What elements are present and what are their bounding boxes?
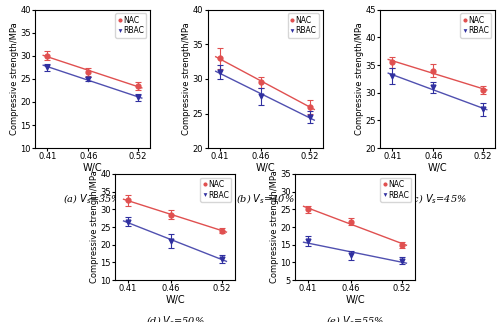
X-axis label: W/C: W/C [255, 163, 275, 173]
X-axis label: W/C: W/C [428, 163, 448, 173]
Legend: NAC, RBAC: NAC, RBAC [116, 14, 146, 38]
Text: (d) $V_s$=50%: (d) $V_s$=50% [146, 314, 204, 322]
Text: (c) $V_s$=45%: (c) $V_s$=45% [408, 193, 467, 206]
Y-axis label: Compressive strength/MPa: Compressive strength/MPa [270, 171, 279, 283]
Legend: NAC, RBAC: NAC, RBAC [288, 14, 318, 38]
Y-axis label: Compressive strength/MPa: Compressive strength/MPa [182, 23, 192, 135]
X-axis label: W/C: W/C [165, 295, 185, 305]
Text: (b) $V_s$=40%: (b) $V_s$=40% [236, 193, 294, 206]
Legend: NAC, RBAC: NAC, RBAC [460, 14, 491, 38]
Legend: NAC, RBAC: NAC, RBAC [200, 178, 231, 202]
Text: (a) $V_s$=35%: (a) $V_s$=35% [64, 193, 122, 206]
Text: (e) $V_s$=55%: (e) $V_s$=55% [326, 314, 384, 322]
X-axis label: W/C: W/C [82, 163, 102, 173]
X-axis label: W/C: W/C [345, 295, 365, 305]
Y-axis label: Compressive strength/MPa: Compressive strength/MPa [90, 171, 99, 283]
Y-axis label: Compressive strength/MPa: Compressive strength/MPa [355, 23, 364, 135]
Legend: NAC, RBAC: NAC, RBAC [380, 178, 411, 202]
Y-axis label: Compressive strength/MPa: Compressive strength/MPa [10, 23, 19, 135]
